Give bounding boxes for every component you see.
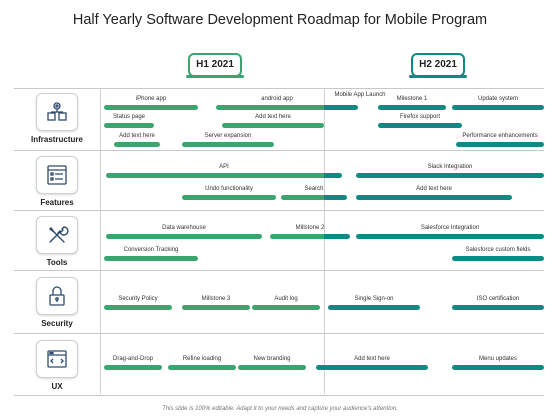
- task-item: Status page: [104, 114, 154, 128]
- task-item: Mobile App Launch: [334, 92, 386, 98]
- task-item: Security Policy: [104, 296, 172, 310]
- task-item: API: [106, 164, 342, 178]
- category-label: Infrastructure: [30, 135, 83, 144]
- task-item: Menu updates: [452, 356, 544, 370]
- category-label: Tools: [46, 258, 68, 267]
- task-item: Audit log: [252, 296, 320, 310]
- browser-window-icon: [36, 340, 78, 378]
- task-bar-split: [270, 234, 350, 239]
- task-item: Update system: [452, 96, 544, 110]
- task-item: Millstone 2: [270, 225, 350, 239]
- task-item: Server expansion: [182, 133, 274, 147]
- task-item: Add text here: [316, 356, 428, 370]
- task-item: Single Sign-on: [328, 296, 420, 310]
- period-badge-h2-underline: [409, 75, 467, 78]
- period-badge-h1-underline: [186, 75, 244, 78]
- task-item: Undo functionality: [182, 186, 276, 200]
- category-label: Security: [41, 319, 73, 328]
- task-item: Add text here: [114, 133, 160, 147]
- task-item: Conversion Tracking: [104, 247, 198, 261]
- period-divider: [324, 88, 325, 394]
- row-divider: [14, 210, 544, 211]
- wrench-screwdriver-icon: [36, 216, 78, 254]
- category-infrastructure: Infrastructure: [14, 93, 100, 144]
- task-item: Add text here: [222, 114, 324, 128]
- task-item: Refine loading: [168, 356, 236, 370]
- category-label: Features: [40, 198, 74, 207]
- task-item: New branding: [238, 356, 306, 370]
- row-divider: [14, 270, 544, 271]
- task-item: Slack Integration: [356, 164, 544, 178]
- row-divider: [14, 150, 544, 151]
- period-badge-h1: H1 2021: [184, 53, 246, 80]
- roadmap-grid: [14, 88, 544, 396]
- category-security: Security: [14, 277, 100, 328]
- task-item: Data warehouse: [106, 225, 262, 239]
- task-item: iPhone app: [104, 96, 198, 110]
- task-item: Milestone 1: [378, 96, 446, 110]
- task-item: Millstone 3: [182, 296, 250, 310]
- task-item: Performance enhancements: [456, 133, 544, 147]
- task-bar-split: [281, 195, 347, 200]
- task-item: Drag-and-Drop: [104, 356, 162, 370]
- task-item: android app: [216, 96, 358, 110]
- gears-cube-icon: [36, 93, 78, 131]
- category-divider: [100, 88, 101, 394]
- category-tools: Tools: [14, 216, 100, 267]
- category-features: Features: [14, 156, 100, 207]
- feature-list-icon: [36, 156, 78, 194]
- task-item: ISO certification: [452, 296, 544, 310]
- footer-note: This slide is 100% editable. Adapt it to…: [162, 406, 398, 412]
- task-item: Add text here: [356, 186, 512, 200]
- task-bar-split: [216, 105, 358, 110]
- row-divider: [14, 333, 544, 334]
- category-label: UX: [51, 382, 63, 391]
- task-item: Salesforce custom fields: [452, 247, 544, 261]
- category-ux: UX: [14, 340, 100, 391]
- task-item: Salesforce Integration: [356, 225, 544, 239]
- task-item: Search: [281, 186, 347, 200]
- task-item: Firefox support: [378, 114, 462, 128]
- task-bar-split: [106, 173, 342, 178]
- padlock-icon: [36, 277, 78, 315]
- page-title: Half Yearly Software Development Roadmap…: [72, 12, 488, 28]
- period-badge-h2: H2 2021: [407, 53, 469, 80]
